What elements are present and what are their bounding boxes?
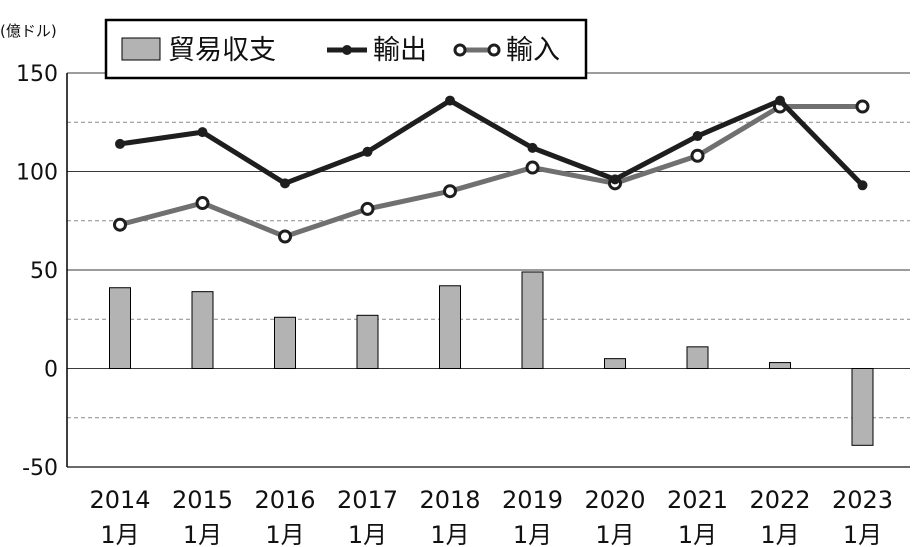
x-tick-month: 1月 [183, 521, 222, 547]
x-tick-month: 1月 [265, 521, 304, 547]
y-tick-label: 150 [16, 62, 58, 87]
bar-balance [274, 316, 296, 369]
y-axis-ticks: 150 100 50 0 -50 [16, 62, 58, 481]
legend-label-import: 輸入 [506, 35, 560, 66]
y-unit-label: (億ドル) [0, 22, 57, 40]
x-tick-year: 2018 [419, 486, 480, 514]
point-import [360, 201, 375, 216]
x-axis-ticks: 2014 1月 2015 1月 2016 1月 2017 1月 2018 1月 2019 1月 2020… [89, 486, 893, 547]
x-tick-year: 2020 [584, 486, 645, 514]
x-tick-month: 1月 [678, 521, 717, 547]
x-tick-year: 2021 [667, 486, 728, 514]
point-export [610, 174, 620, 185]
x-tick-year: 2014 [89, 486, 150, 514]
bar-balance [356, 314, 379, 369]
x-tick-month: 1月 [843, 521, 882, 547]
bar-balance [439, 285, 461, 370]
x-tick-year: 2023 [832, 486, 893, 514]
y-tick-label: 100 [16, 161, 58, 186]
legend: 貿易収支 輸出 輸入 [104, 18, 588, 80]
y-tick-label: 50 [30, 259, 58, 284]
balance-bars [109, 271, 874, 446]
legend-label-balance: 貿易収支 [168, 35, 276, 66]
point-import [195, 196, 210, 211]
x-tick-year: 2022 [749, 486, 810, 514]
y-tick-label: 0 [44, 358, 58, 383]
point-export [527, 142, 538, 153]
legend-marker-import [453, 43, 467, 57]
x-tick-month: 1月 [595, 521, 634, 547]
point-import [443, 184, 457, 199]
trade-lines [113, 95, 870, 244]
point-import [113, 217, 127, 232]
point-export [197, 127, 208, 138]
point-export [692, 131, 703, 142]
legend-swatch-balance [121, 37, 161, 61]
line-import [119, 103, 863, 240]
x-tick-month: 1月 [513, 521, 552, 547]
point-import [690, 148, 705, 163]
bar-balance [521, 271, 544, 369]
x-tick-month: 1月 [348, 521, 387, 547]
point-export [775, 95, 785, 106]
y-tick-label: -50 [22, 456, 58, 481]
point-export [115, 138, 125, 149]
x-tick-year: 2019 [502, 486, 563, 514]
point-export [280, 178, 290, 189]
bar-balance [191, 291, 214, 370]
point-export [362, 146, 373, 157]
legend-marker-import [487, 43, 501, 57]
x-tick-month: 1月 [430, 521, 469, 547]
point-import [278, 229, 292, 244]
bar-balance [109, 287, 131, 370]
x-tick-year: 2017 [337, 486, 398, 514]
legend-label-export: 輸出 [373, 35, 427, 66]
x-tick-month: 1月 [760, 521, 799, 547]
bar-balance [769, 362, 791, 369]
x-tick-year: 2016 [254, 486, 315, 514]
x-tick-year: 2015 [172, 486, 233, 514]
bar-balance [851, 368, 874, 446]
x-tick-month: 1月 [100, 521, 139, 547]
point-export [445, 95, 455, 106]
legend-marker-export [342, 45, 352, 55]
line-export [119, 98, 865, 188]
bar-balance [604, 358, 626, 369]
point-import [525, 160, 540, 175]
point-export [857, 180, 868, 191]
point-import [855, 99, 870, 114]
bar-balance [686, 346, 709, 369]
